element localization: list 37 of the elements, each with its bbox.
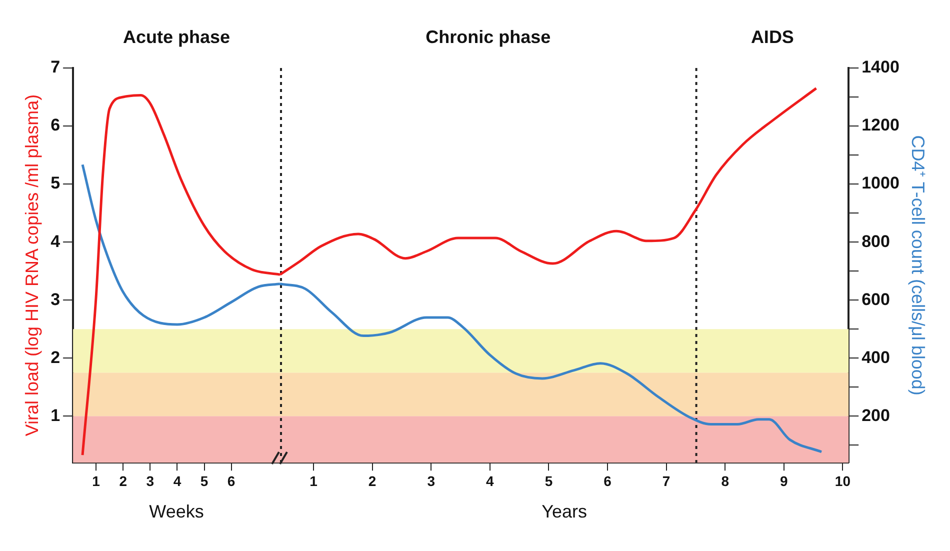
y-tick-label: 2 (50, 348, 60, 367)
y-tick-label: 7 (50, 58, 60, 77)
x-tick-label: 9 (780, 472, 788, 489)
y-tick-label: 4 (50, 232, 61, 251)
y2-tick-label: 1200 (862, 116, 900, 135)
y2-tick-label: 1400 (862, 58, 900, 77)
x-tick-label: 7 (662, 472, 670, 489)
y2-tick-label: 1000 (862, 174, 900, 193)
x-tick-label: 10 (834, 472, 851, 489)
y2-axis-title: CD4⁺ T-cell count (cells/μl blood) (908, 135, 928, 396)
text: AIDS (750, 26, 794, 47)
y2-tick-label: 800 (862, 232, 890, 251)
y-tick-label: 3 (50, 290, 60, 309)
x-tick-label: 4 (486, 472, 494, 489)
x-tick-label: 2 (368, 472, 376, 489)
x-axis-title: Years (542, 502, 587, 522)
y2-tick-label: 200 (862, 406, 890, 425)
x-tick-label: 2 (119, 472, 128, 489)
x-tick-label: 6 (227, 472, 236, 489)
y-tick-label: 6 (50, 116, 60, 135)
x-tick-label: 3 (427, 472, 436, 489)
text: Chronic phase (426, 26, 551, 47)
x-tick-label: 6 (604, 472, 612, 489)
y-tick-label: 1 (50, 406, 60, 425)
x-tick-label: 4 (173, 472, 182, 489)
y-axis-title: Viral load (log HIV RNA copies /ml plasma) (22, 94, 42, 436)
x-tick-label: 1 (92, 472, 100, 489)
x-tick-label: 1 (310, 472, 318, 489)
x-tick-label: 3 (146, 472, 154, 489)
x-tick-label: 5 (200, 472, 208, 489)
y2-tick-label: 600 (862, 290, 890, 309)
x-tick-label: 5 (544, 472, 553, 489)
x-tick-label: 8 (721, 472, 730, 489)
text: Acute phase (123, 26, 230, 47)
y-tick-label: 5 (50, 174, 60, 193)
x-axis-title: Weeks (149, 502, 204, 522)
y2-tick-label: 400 (862, 348, 890, 367)
